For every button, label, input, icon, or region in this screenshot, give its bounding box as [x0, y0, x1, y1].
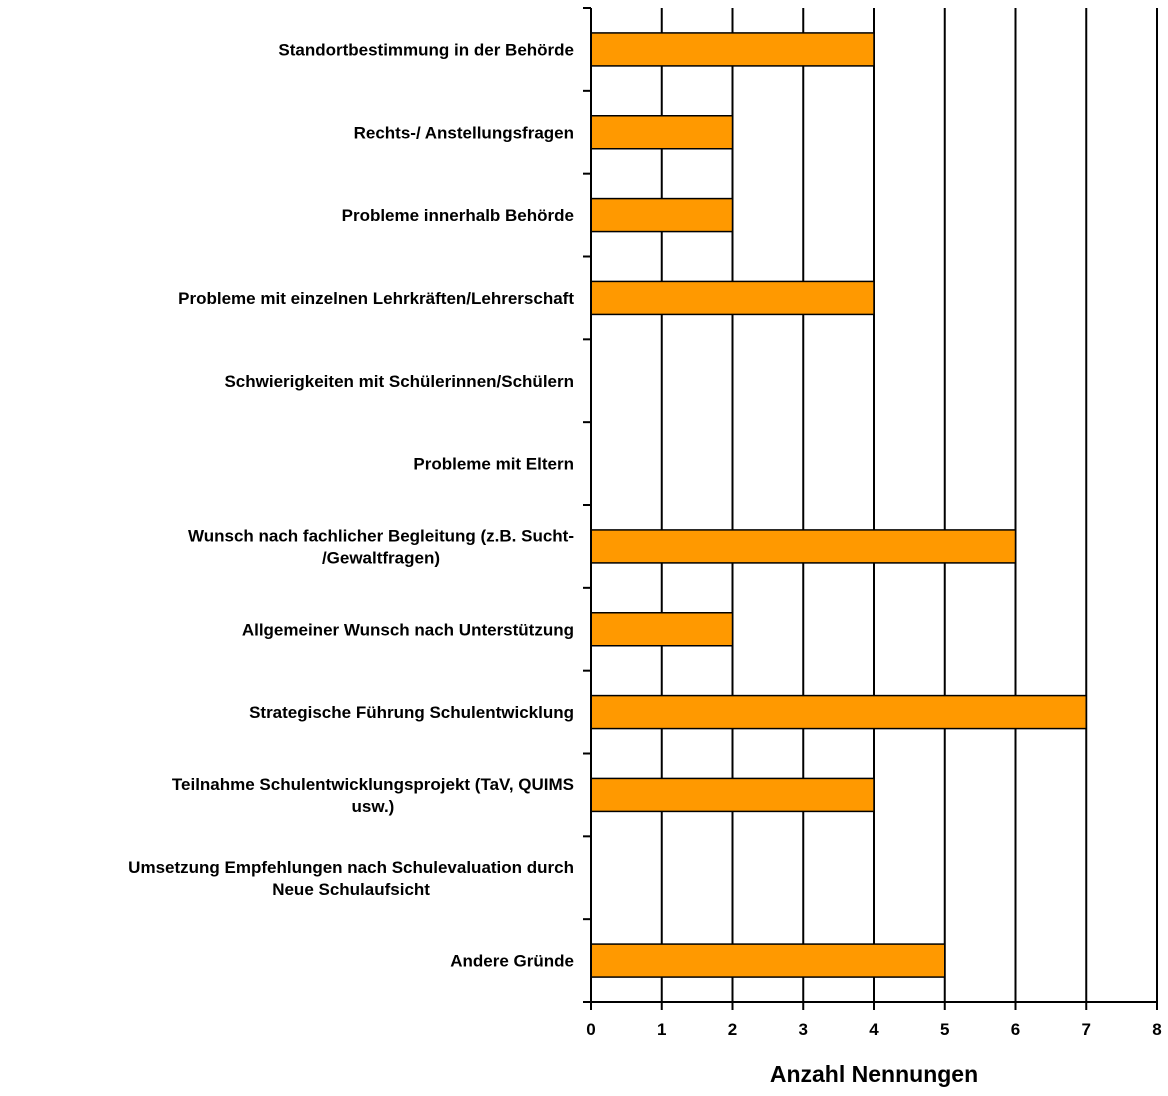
bar: [590, 943, 946, 978]
bar: [590, 612, 734, 647]
x-tick-label: 5: [940, 1020, 949, 1039]
category-label: Neue Schulaufsicht: [272, 880, 430, 899]
bars: [590, 32, 1087, 978]
bar: [590, 32, 875, 67]
x-tick-labels: 0 1 2 3 4 5 6 7 8: [586, 1020, 1161, 1039]
x-tick-label: 1: [657, 1020, 666, 1039]
category-label: Probleme innerhalb Behörde: [342, 206, 574, 225]
axes: [583, 7, 1158, 1010]
category-label: Umsetzung Empfehlungen nach Schulevaluat…: [128, 858, 574, 877]
category-label: Probleme mit Eltern: [413, 455, 574, 474]
category-label: Wunsch nach fachlicher Begleitung (z.B. …: [188, 526, 574, 545]
bar: [590, 694, 1087, 730]
x-tick-label: 4: [869, 1020, 879, 1039]
category-label: Teilnahme Schulentwicklungsprojekt (TaV,…: [172, 775, 574, 794]
category-label: Strategische Führung Schulentwicklung: [249, 703, 574, 722]
category-label: Standortbestimmung in der Behörde: [278, 40, 574, 59]
bar: [590, 115, 734, 150]
category-label: /Gewaltfragen): [322, 548, 440, 567]
category-labels: Standortbestimmung in der Behörde Rechts-…: [128, 40, 574, 970]
x-tick-label: 0: [586, 1020, 595, 1039]
x-tick-label: 8: [1152, 1020, 1161, 1039]
bar: [590, 280, 875, 316]
category-label: Probleme mit einzelnen Lehrkräften/Lehre…: [178, 289, 574, 308]
x-tick-label: 6: [1011, 1020, 1020, 1039]
x-axis-title: Anzahl Nennungen: [770, 1061, 978, 1087]
category-label: Allgemeiner Wunsch nach Unterstützung: [242, 620, 574, 639]
bar: [590, 197, 734, 233]
category-label: Rechts-/ Anstellungsfragen: [354, 123, 574, 142]
bar: [590, 777, 875, 813]
grid-lines: [660, 8, 1158, 1002]
bar: [590, 529, 1017, 564]
category-label: Andere Gründe: [450, 952, 574, 971]
x-tick-label: 2: [728, 1020, 737, 1039]
category-label: Schwierigkeiten mit Schülerinnen/Schüler…: [224, 372, 574, 391]
category-label: usw.): [352, 797, 395, 816]
x-tick-label: 7: [1082, 1020, 1091, 1039]
x-tick-label: 3: [799, 1020, 808, 1039]
